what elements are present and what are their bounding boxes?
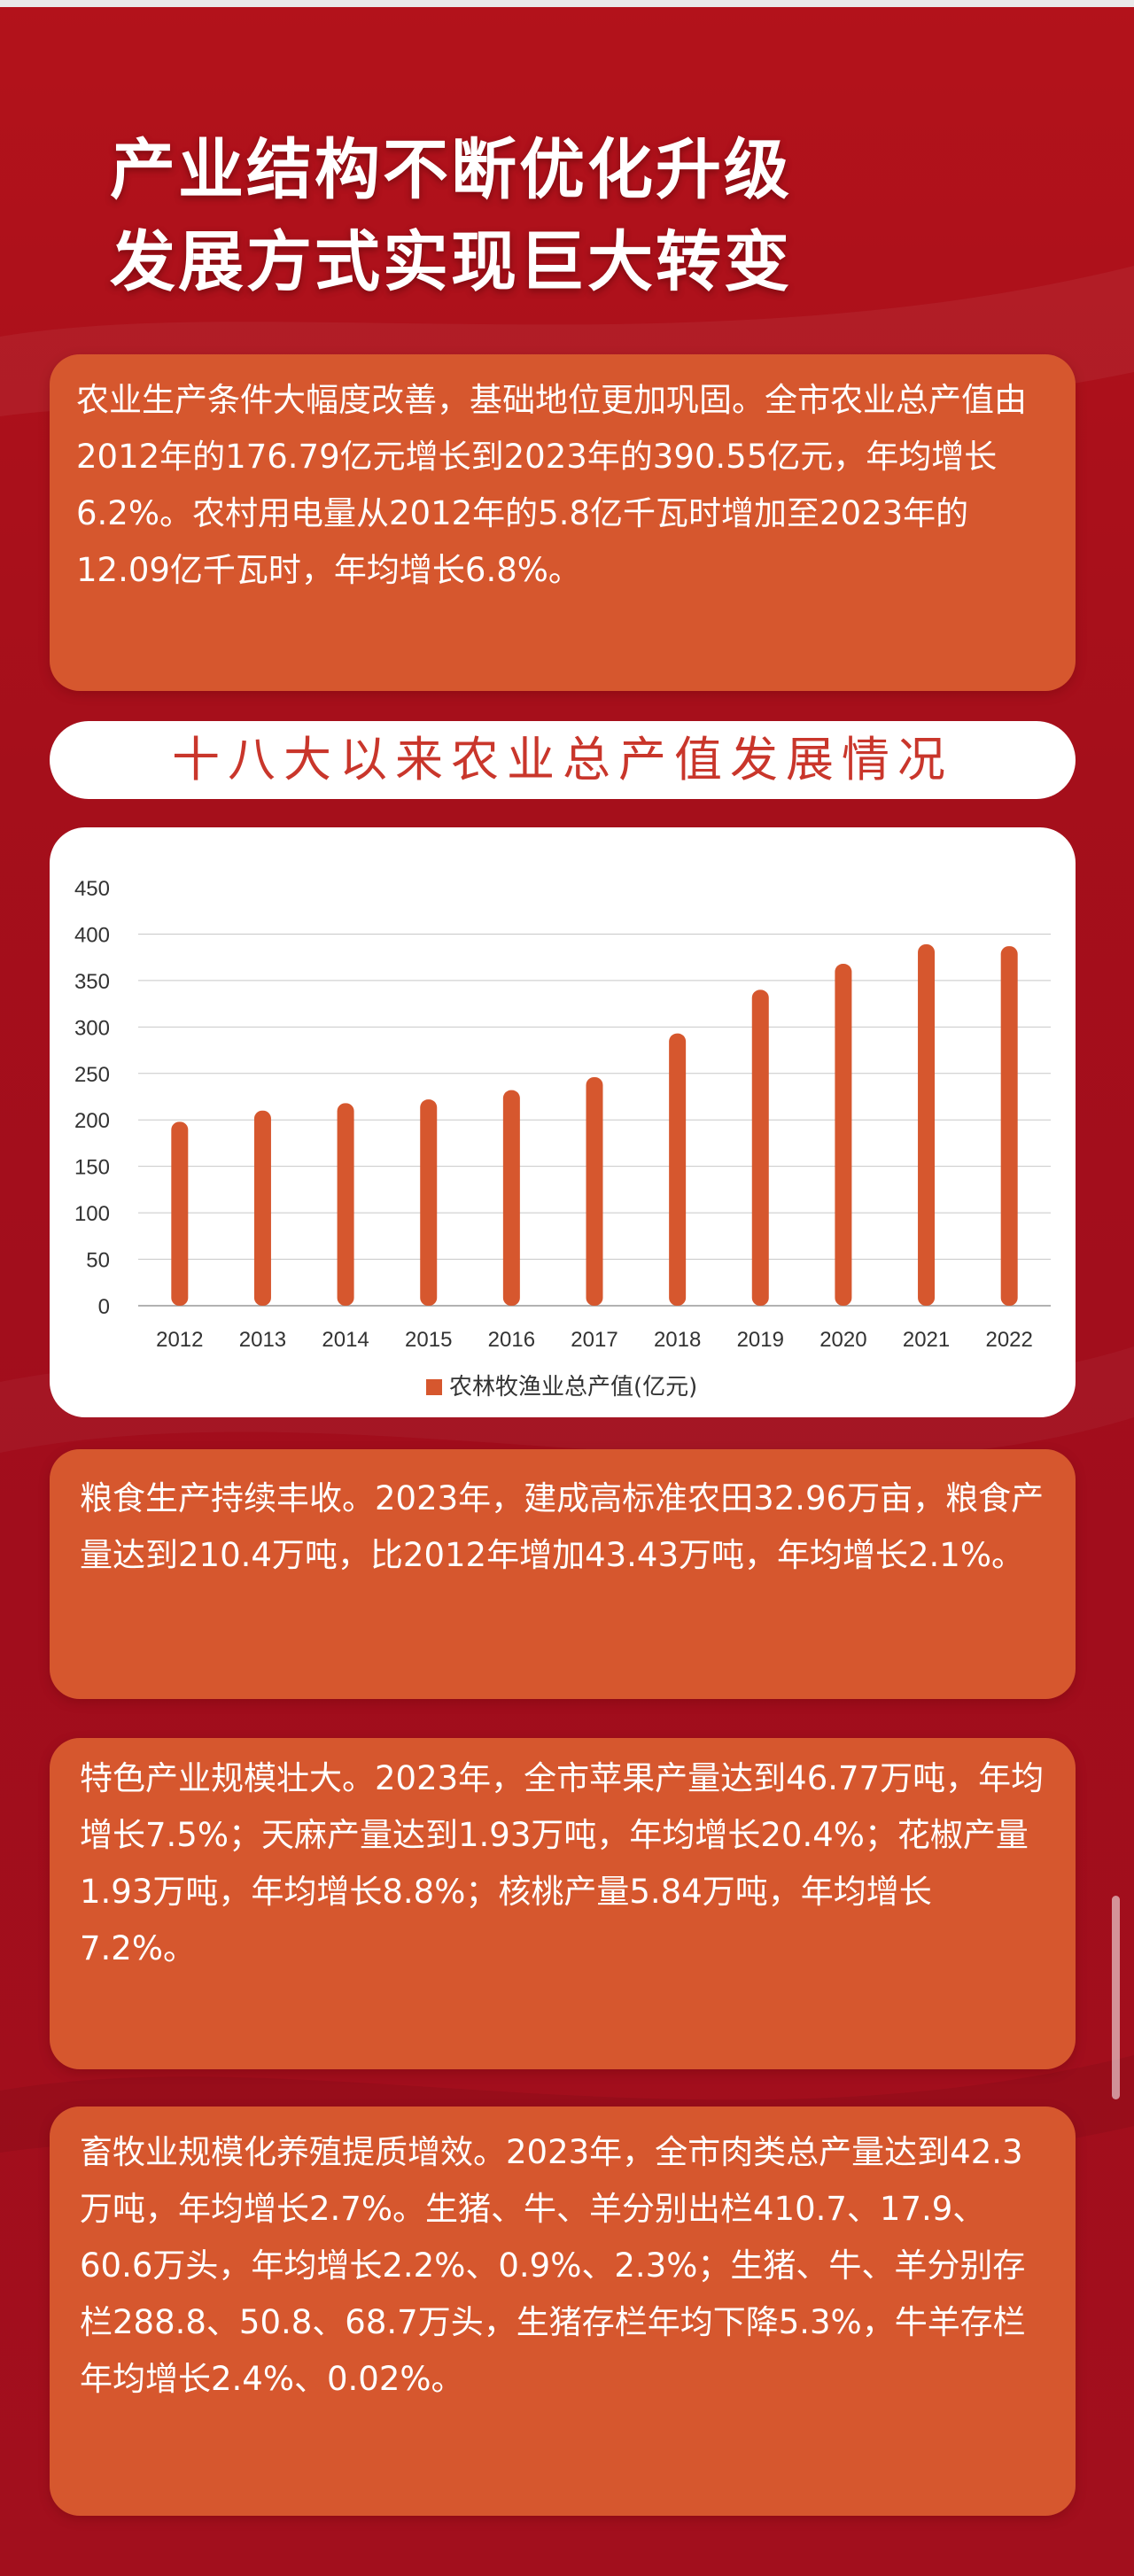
y-tick-label: 300 [74, 1016, 110, 1040]
bar [171, 1121, 189, 1306]
legend-label: 农林牧渔业总产值(亿元) [449, 1374, 697, 1401]
page-title: 产业结构不断优化升级 发展方式实现巨大转变 [110, 124, 996, 308]
livestock-text: 畜牧业规模化养殖提质增效。2023年，全市肉类总产量达到42.3万吨，年均增长2… [80, 2133, 1026, 2398]
bar [1000, 946, 1018, 1306]
chart-heading: 十八大以来农业总产值发展情况 [50, 721, 1076, 799]
y-tick-label: 450 [74, 877, 110, 901]
bar-chart-svg: 0 50 100 150 200 250 300 350 400 450 2012 2013 2014 2… [74, 877, 1051, 1401]
bar [586, 1076, 603, 1306]
x-tick-label: 2015 [405, 1328, 452, 1352]
x-tick-label: 2018 [654, 1328, 701, 1352]
agri-conditions-text: 农业生产条件大幅度改善，基础地位更加巩固。全市农业总产值由2012年的176.7… [76, 381, 1027, 589]
bar [420, 1099, 438, 1306]
x-tick-label: 2013 [239, 1328, 286, 1352]
x-tick-label: 2022 [985, 1328, 1032, 1352]
output-value-chart: 0 50 100 150 200 250 300 350 400 450 2012 2013 2014 2… [50, 827, 1076, 1417]
y-tick-label: 400 [74, 923, 110, 947]
specialty-industry-text: 特色产业规模壮大。2023年，全市苹果产量达到46.77万吨，年均增长7.5%；… [80, 1759, 1045, 1967]
specialty-industry-card: 特色产业规模壮大。2023年，全市苹果产量达到46.77万吨，年均增长7.5%；… [50, 1738, 1076, 2069]
x-tick-label: 2020 [819, 1328, 866, 1352]
bar [253, 1110, 271, 1306]
x-tick-label: 2017 [571, 1328, 617, 1352]
y-tick-label: 100 [74, 1202, 110, 1226]
y-tick-label: 200 [74, 1109, 110, 1133]
title-line-1: 产业结构不断优化升级 [110, 132, 792, 208]
bar [669, 1033, 687, 1306]
x-tick-label: 2012 [156, 1328, 203, 1352]
grain-text: 粮食生产持续丰收。2023年，建成高标准农田32.96万亩，粮食产量达到210.… [80, 1479, 1045, 1574]
y-tick-label: 350 [74, 970, 110, 994]
bar [337, 1103, 354, 1306]
title-line-2: 发展方式实现巨大转变 [110, 224, 792, 300]
x-tick-label: 2016 [488, 1328, 535, 1352]
bar [502, 1090, 520, 1306]
x-tick-label: 2019 [737, 1328, 784, 1352]
x-tick-label: 2021 [903, 1328, 950, 1352]
agri-conditions-card: 农业生产条件大幅度改善，基础地位更加巩固。全市农业总产值由2012年的176.7… [50, 354, 1076, 691]
status-bar [0, 0, 1134, 7]
bar [751, 989, 769, 1306]
legend-swatch [426, 1379, 442, 1395]
scrollbar[interactable] [1112, 1896, 1120, 2099]
y-tick-label: 50 [86, 1249, 110, 1273]
bar [835, 964, 852, 1306]
x-tick-label: 2014 [322, 1328, 369, 1352]
livestock-card: 畜牧业规模化养殖提质增效。2023年，全市肉类总产量达到42.3万吨，年均增长2… [50, 2107, 1076, 2516]
bar [918, 943, 936, 1306]
y-tick-label: 250 [74, 1063, 110, 1087]
chart-heading-text: 十八大以来农业总产值发展情况 [172, 732, 953, 788]
y-tick-label: 150 [74, 1156, 110, 1180]
y-tick-label: 0 [98, 1295, 110, 1319]
grain-card: 粮食生产持续丰收。2023年，建成高标准农田32.96万亩，粮食产量达到210.… [50, 1449, 1076, 1699]
